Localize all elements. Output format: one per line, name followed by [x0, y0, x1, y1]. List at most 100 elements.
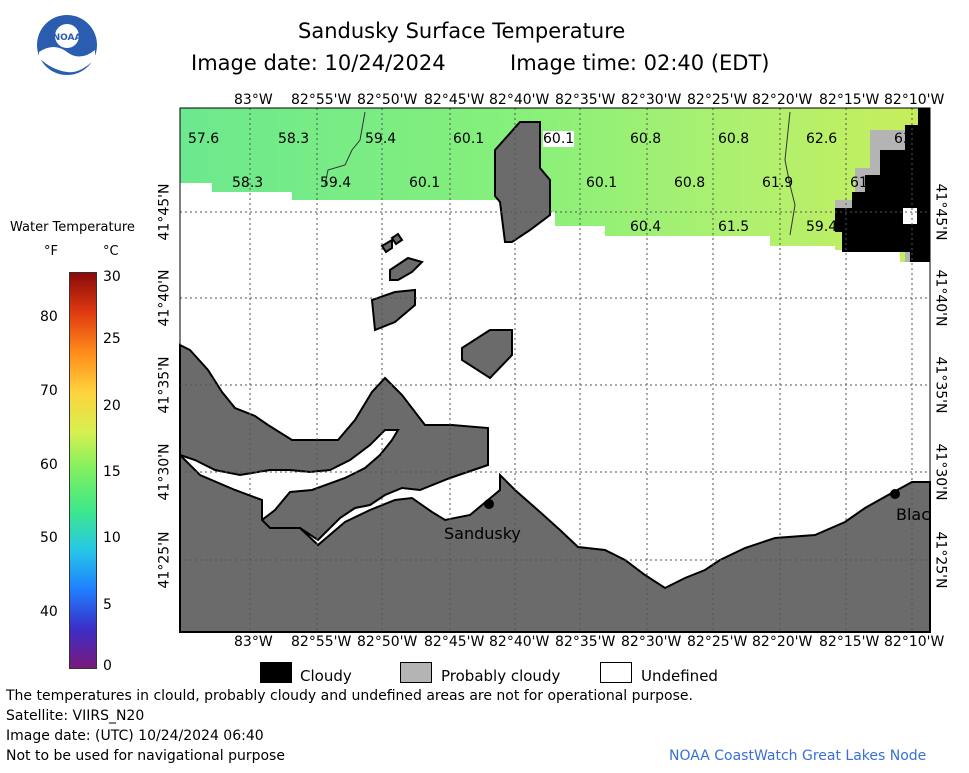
temp-label: 60.1 — [543, 131, 575, 147]
legend-title: Water Temperature — [10, 220, 135, 235]
image-time: Image time: 02:40 (EDT) — [510, 51, 770, 75]
temp-label: 60.8 — [718, 131, 750, 147]
temp-label: 57.6 — [188, 131, 220, 147]
legend-unit-f: °F — [44, 244, 58, 259]
temp-label: 60.4 — [630, 219, 662, 235]
temp-label: 59.4 — [365, 131, 397, 147]
c-tick: 5 — [103, 597, 112, 613]
logo-text: NOAA — [53, 33, 82, 43]
temp-label: 61.5 — [718, 219, 750, 235]
temp-label: 63.3 — [894, 131, 926, 147]
place-label-blac: Blac — [896, 505, 930, 524]
key-label-cloudy: Cloudy — [300, 667, 352, 685]
c-tick: 30 — [103, 269, 121, 285]
lat-label-right: 41°40'N — [932, 269, 949, 327]
key-swatch-probably-cloudy — [400, 662, 432, 683]
c-tick: 10 — [103, 530, 121, 546]
c-tick: 15 — [103, 464, 121, 480]
key-swatch-undefined — [600, 662, 632, 683]
lon-label-bottom: 82°45'W — [424, 634, 485, 650]
color-scale-bar — [69, 272, 97, 669]
lon-label-bottom: 82°40'W — [489, 634, 550, 650]
legend-unit-c: °C — [103, 244, 119, 259]
lat-label-left: 41°45'N — [156, 183, 173, 241]
lon-label-bottom: 82°20'W — [752, 634, 813, 650]
temp-label: 61.9 — [762, 175, 794, 191]
temp-label: 60.8 — [630, 131, 662, 147]
temp-label: 59.4 — [320, 175, 352, 191]
island — [390, 232, 404, 246]
city-marker-blac — [890, 489, 900, 499]
lon-label-bottom: 82°35'W — [555, 634, 616, 650]
lon-label-top: 82°55'W — [291, 92, 352, 108]
key-label-undefined: Undefined — [641, 667, 718, 685]
page-title: Sandusky Surface Temperature — [298, 19, 626, 43]
temp-label: 60.1 — [586, 175, 618, 191]
temp-label: 58.3 — [278, 131, 310, 147]
lat-label-left: 41°35'N — [156, 356, 173, 414]
temp-label: 62.6 — [806, 131, 838, 147]
border-line — [324, 111, 366, 186]
lat-label-right: 41°35'N — [932, 356, 949, 414]
f-tick: 40 — [40, 604, 58, 620]
lon-label-top: 82°25'W — [687, 92, 748, 108]
satellite-text: Satellite: VIIRS_N20 — [6, 708, 145, 724]
noaa-logo: NOAA — [37, 15, 97, 75]
grid-lines — [180, 108, 930, 632]
temp-label: 60.1 — [453, 131, 485, 147]
temp-label: 61.9 — [850, 175, 882, 191]
lat-label-left: 41°25'N — [156, 531, 173, 589]
lon-label-bottom: 82°55'W — [291, 634, 352, 650]
utc-date-text: Image date: (UTC) 10/24/2024 06:40 — [6, 728, 264, 744]
lon-label-top: 82°20'W — [752, 92, 813, 108]
lon-label-top: 82°50'W — [357, 92, 418, 108]
water-temperature-band — [180, 108, 930, 262]
lon-label-bottom: 82°15'W — [819, 634, 880, 650]
island — [389, 256, 424, 281]
lat-label-right: 41°45'N — [932, 183, 949, 241]
key-label-probably-cloudy: Probably cloudy — [441, 667, 561, 685]
lat-label-right: 41°30'N — [932, 443, 949, 501]
lon-label-top: 82°15'W — [819, 92, 880, 108]
lon-label-bottom: 82°10'W — [884, 634, 945, 650]
island — [380, 238, 393, 254]
lon-label-top: 83°W — [234, 92, 273, 108]
lat-label-right: 41°25'N — [932, 531, 949, 589]
temp-label: 60.1 — [409, 175, 441, 191]
navigation-warning: Not to be used for navigational purpose — [6, 748, 285, 764]
lon-label-top: 82°40'W — [489, 92, 550, 108]
temp-label: 59.4 — [806, 219, 838, 235]
island — [370, 288, 416, 332]
c-tick: 0 — [103, 658, 112, 674]
place-label-sandusky: Sandusky — [444, 524, 521, 543]
image-date: Image date: 10/24/2024 — [191, 51, 446, 75]
cloud-gap — [903, 208, 917, 224]
lon-label-bottom: 82°25'W — [687, 634, 748, 650]
land-mainland — [179, 452, 931, 633]
land-south-shore — [179, 343, 489, 542]
f-tick: 50 — [40, 530, 58, 546]
border-line — [784, 111, 796, 236]
map-frame — [179, 107, 931, 633]
c-tick: 20 — [103, 398, 121, 414]
credit-text: NOAA CoastWatch Great Lakes Node — [669, 748, 927, 764]
lon-label-top: 82°30'W — [621, 92, 682, 108]
disclaimer-text: The temperatures in clould, probably clo… — [6, 688, 693, 704]
lon-label-top: 82°45'W — [424, 92, 485, 108]
lat-label-left: 41°30'N — [156, 443, 173, 501]
lon-label-bottom: 83°W — [234, 634, 273, 650]
f-tick: 80 — [40, 309, 58, 325]
temp-label: 60.8 — [674, 175, 706, 191]
lon-label-bottom: 82°50'W — [357, 634, 418, 650]
lat-label-left: 41°40'N — [156, 269, 173, 327]
key-swatch-cloudy — [260, 662, 292, 683]
lon-label-top: 82°35'W — [555, 92, 616, 108]
city-marker-sandusky — [484, 499, 494, 509]
c-tick: 25 — [103, 331, 121, 347]
temp-label: 58.3 — [232, 175, 264, 191]
lon-label-top: 82°10'W — [884, 92, 945, 108]
f-tick: 60 — [40, 457, 58, 473]
f-tick: 70 — [40, 383, 58, 399]
island — [461, 329, 513, 380]
